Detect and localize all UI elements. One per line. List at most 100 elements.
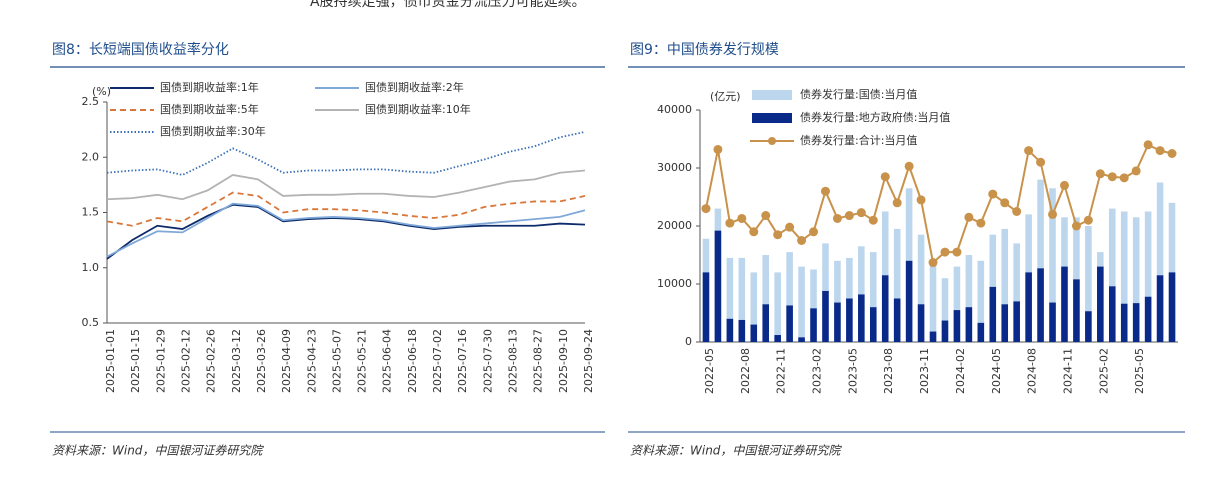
point <box>988 189 998 199</box>
bar <box>905 260 913 342</box>
point <box>892 198 902 208</box>
legend-label: 债券发行量:国债:当月值 <box>800 87 917 101</box>
point <box>809 227 819 237</box>
bar <box>1132 217 1140 342</box>
bar <box>762 304 770 342</box>
x-tick-label: 2024-02 <box>954 348 967 394</box>
x-tick-label: 2022-05 <box>703 348 716 394</box>
bar <box>1120 303 1128 342</box>
point <box>916 195 926 205</box>
x-tick-label: 2025-07-30 <box>481 329 494 393</box>
bar <box>1132 303 1140 342</box>
point <box>820 186 830 196</box>
legend-label: 国债到期收益率:1年 <box>160 80 259 94</box>
x-tick-label: 2024-11 <box>1061 348 1074 394</box>
x-tick-label: 2025-04-09 <box>280 329 293 393</box>
point <box>928 258 938 268</box>
point <box>1107 172 1117 182</box>
point <box>844 211 854 221</box>
y-tick-label: 40000 <box>657 103 692 116</box>
point <box>1155 146 1165 156</box>
bar <box>750 324 758 342</box>
bar <box>810 308 817 342</box>
bar <box>786 252 793 342</box>
bar <box>869 307 877 342</box>
bar <box>786 305 793 342</box>
bar <box>953 266 961 342</box>
line <box>106 203 586 260</box>
bar <box>1025 272 1032 342</box>
x-tick-label: 2025-05-07 <box>330 329 343 393</box>
point <box>773 230 783 240</box>
bar <box>798 266 805 342</box>
bar <box>965 255 973 342</box>
point <box>1012 207 1022 216</box>
bar <box>893 228 901 342</box>
line <box>704 143 1173 265</box>
y-tick-label: 1.0 <box>82 261 100 274</box>
point <box>1036 157 1046 167</box>
x-tick-label: 2025-09-24 <box>582 329 595 393</box>
x-tick-label: 2025-05 <box>1133 348 1146 394</box>
bar <box>822 290 829 342</box>
x-tick-label: 2023-02 <box>811 348 824 394</box>
x-tick-label: 2025-02-26 <box>205 329 218 393</box>
x-tick-label: 2023-11 <box>918 348 931 394</box>
point <box>940 247 950 257</box>
bar <box>1097 266 1104 342</box>
legend-label: 国债到期收益率:2年 <box>365 80 464 94</box>
bar <box>953 310 961 342</box>
y-tick-label: 1.5 <box>82 206 100 219</box>
x-tick-label: 2025-01-15 <box>129 329 142 393</box>
chart-title: 图9：中国债券发行规模 <box>630 42 779 58</box>
point <box>1083 215 1093 225</box>
bar <box>1001 304 1009 342</box>
bar <box>714 230 722 342</box>
bar <box>1144 211 1152 342</box>
bar <box>1001 228 1009 342</box>
legend-swatch <box>752 113 792 123</box>
bar <box>1013 243 1020 342</box>
point <box>713 144 723 154</box>
point <box>761 211 771 221</box>
point <box>1131 166 1141 176</box>
y-tick-label: 0.5 <box>82 316 100 329</box>
source: 资料来源：Wind，中国银河证券研究院 <box>52 444 264 458</box>
point <box>1071 221 1081 231</box>
y-axis-label: (%) <box>92 85 111 98</box>
bar <box>941 320 949 342</box>
bar <box>1168 272 1176 342</box>
bar <box>846 298 853 342</box>
bar <box>738 257 746 342</box>
bar <box>989 286 997 342</box>
point <box>701 204 711 214</box>
header-text: A股持续走强，债市资金分流压力可能延续。 <box>310 0 586 10</box>
bar <box>798 337 805 342</box>
source: 资料来源：Wind，中国银河证券研究院 <box>630 444 842 458</box>
point <box>868 215 878 225</box>
line <box>106 191 586 227</box>
bar <box>774 335 781 342</box>
x-tick-label: 2024-05 <box>990 348 1003 394</box>
bar <box>1156 275 1164 342</box>
point <box>1143 140 1153 150</box>
y-tick-label: 10000 <box>657 277 692 290</box>
x-tick-label: 2025-03-12 <box>230 329 243 393</box>
bar <box>929 331 937 342</box>
bar <box>1013 301 1020 342</box>
x-tick-label: 2025-02 <box>1097 348 1110 394</box>
bar <box>869 252 877 342</box>
y-tick-label: 0 <box>685 335 692 348</box>
bar <box>834 302 841 342</box>
bar <box>834 260 841 342</box>
bar <box>738 319 746 342</box>
point <box>737 213 747 223</box>
point <box>1167 149 1177 158</box>
bar <box>1156 182 1164 342</box>
bar <box>1085 226 1092 342</box>
legend-marker <box>768 137 776 145</box>
bar <box>1085 311 1092 342</box>
bar <box>977 260 985 342</box>
bar <box>774 272 781 342</box>
